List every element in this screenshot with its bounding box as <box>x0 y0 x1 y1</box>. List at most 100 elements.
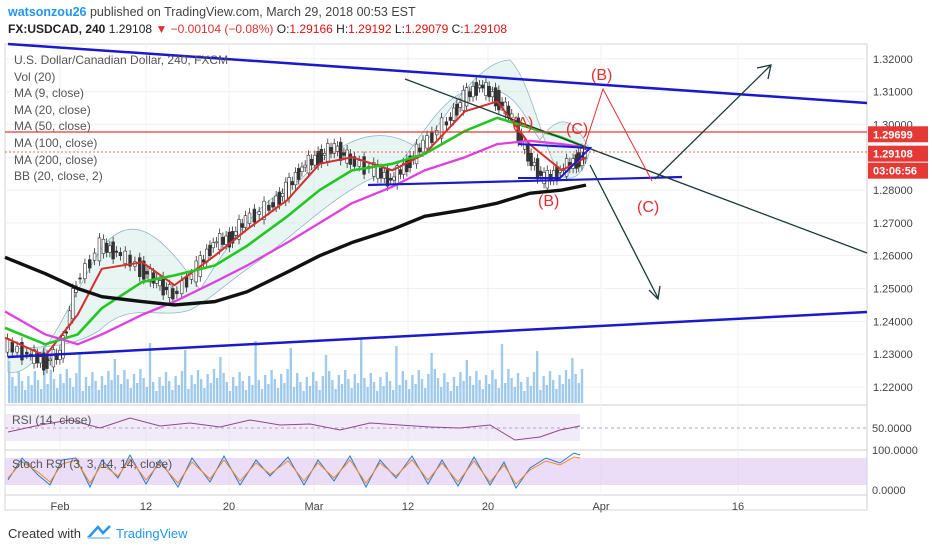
stoch-d-line <box>7 456 581 485</box>
volume-bar <box>228 391 232 403</box>
candle-body <box>48 358 52 361</box>
candle-body <box>51 349 56 368</box>
volume-bars <box>8 339 584 403</box>
price-tag-bg <box>868 145 928 162</box>
high-value: 1.29192 <box>348 22 392 36</box>
volume-bar <box>248 376 251 403</box>
candle-body <box>221 236 225 245</box>
volume-bar <box>174 376 177 403</box>
candle-body <box>97 237 102 262</box>
volume-bar <box>420 379 424 403</box>
descending-line[interactable] <box>404 78 868 254</box>
legend-item[interactable]: BB (20, close, 2) <box>14 169 103 184</box>
grid <box>5 44 867 495</box>
volume-bar <box>529 386 532 403</box>
volume-bar <box>433 369 436 403</box>
volume-bar <box>510 378 513 403</box>
volume-bar <box>379 377 382 403</box>
candle-body <box>421 139 425 153</box>
author-link[interactable]: watsonzou26 <box>8 5 87 19</box>
candle-body <box>123 250 127 264</box>
candle-body <box>189 273 194 280</box>
volume-bar <box>161 386 164 403</box>
rsi-pane-label[interactable]: RSI (14, close) <box>12 413 92 427</box>
price-axis: 1.320001.310001.300001.290001.280001.270… <box>873 54 913 394</box>
candle-body <box>5 338 10 353</box>
candle-body <box>211 242 215 249</box>
volume-bar <box>187 389 190 403</box>
volume-bar <box>324 355 328 403</box>
volume-bar <box>59 374 62 403</box>
volume-bar <box>305 377 308 403</box>
bullish-arrow <box>654 65 771 180</box>
candle-body <box>142 260 146 280</box>
tradingview-brand-link[interactable]: TradingView <box>116 526 188 541</box>
volume-bar <box>14 386 17 403</box>
candle-body <box>497 89 501 111</box>
candle-body <box>357 160 361 167</box>
volume-bar <box>315 381 318 403</box>
candle-body <box>161 276 165 296</box>
volume-bar <box>46 384 49 403</box>
volume-bar <box>219 357 222 403</box>
volume-bar <box>369 373 372 403</box>
lower-trendline[interactable] <box>7 310 868 359</box>
candle-body <box>464 87 469 107</box>
legend-item[interactable]: Vol (20) <box>14 69 56 84</box>
volume-bar <box>136 383 139 403</box>
legend-item[interactable]: MA (9, close) <box>14 86 85 101</box>
triangle-pattern[interactable] <box>517 143 593 179</box>
ma-line <box>4 139 587 346</box>
volume-bar <box>507 369 510 403</box>
legend-item[interactable]: MA (50, close) <box>14 119 91 134</box>
candle-body <box>389 177 393 181</box>
volume-bar <box>523 391 526 403</box>
price-tag-label: 03:06:56 <box>873 166 917 178</box>
chart-canvas[interactable]: (B) (C) (A) (C) (B) 1.320001.310001.3000… <box>0 0 932 515</box>
volume-bar <box>200 379 203 403</box>
y-tick-label: 1.23000 <box>873 349 913 361</box>
candle-body <box>138 257 142 277</box>
legend-title: U.S. Dollar/Canadian Dollar, 240, FXCM <box>14 53 229 67</box>
volume-bar <box>8 361 11 403</box>
legend-item[interactable]: MA (100, close) <box>14 135 98 150</box>
volume-bar <box>24 390 27 403</box>
legend-item[interactable]: MA (200, close) <box>14 152 98 167</box>
publish-text: published on TradingView.com, March 29, … <box>89 5 416 19</box>
candle-body <box>78 277 82 280</box>
candle-body <box>382 172 386 179</box>
candle-body <box>234 231 238 236</box>
candle-body <box>335 145 340 152</box>
volume-bar <box>516 373 520 403</box>
volume-bar <box>340 384 344 403</box>
volume-bar <box>344 370 347 403</box>
candle-body <box>376 164 380 179</box>
candle-body <box>15 345 19 353</box>
volume-bar <box>580 369 584 403</box>
symbol-name[interactable]: FX:USDCAD, 240 <box>8 22 106 36</box>
volume-bar <box>475 371 478 403</box>
candle-body <box>481 84 485 88</box>
volume-bar <box>33 371 36 403</box>
wave-label-b: (B) <box>538 193 559 210</box>
candle-body <box>38 356 43 364</box>
stoch-axis-bottom: 0.0000 <box>872 485 906 497</box>
candle-body <box>474 82 478 96</box>
candle-body <box>237 219 241 240</box>
candle-body <box>345 149 349 164</box>
volume-bar <box>62 383 65 403</box>
candle-body <box>398 169 403 175</box>
candle-body <box>329 147 333 154</box>
legend-item[interactable]: MA (20, close) <box>14 102 91 117</box>
upper-trendline[interactable] <box>7 42 868 105</box>
stoch-pane-label[interactable]: Stoch RSI (3, 3, 14, 14, close) <box>12 457 173 471</box>
neckline[interactable] <box>367 175 683 187</box>
volume-bar <box>94 381 97 403</box>
volume-bar <box>43 345 46 403</box>
volume-bar <box>148 343 152 403</box>
tradingview-logo-icon[interactable] <box>86 523 112 541</box>
volume-bar <box>376 391 379 403</box>
volume-bar <box>212 369 216 403</box>
volume-bar <box>273 379 276 403</box>
volume-bar <box>78 352 81 403</box>
